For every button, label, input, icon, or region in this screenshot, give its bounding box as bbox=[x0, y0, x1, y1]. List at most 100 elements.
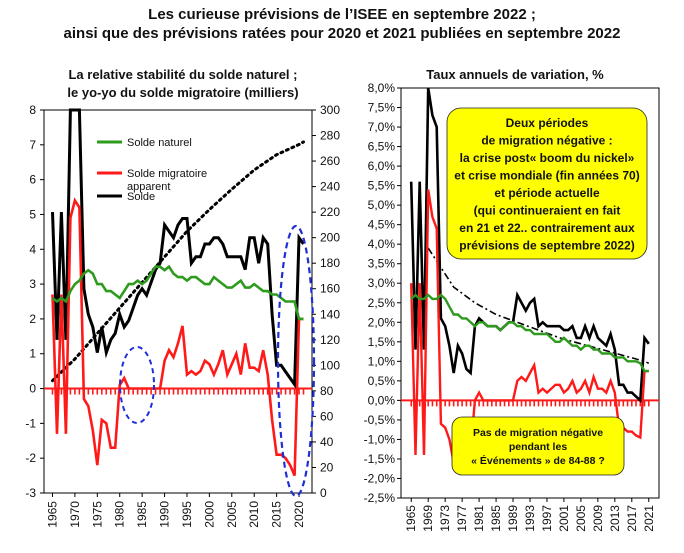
right-y-tick-label: -0,5% bbox=[364, 413, 396, 427]
right-chart: Taux annuels de variation, % -2,5%-2,0%-… bbox=[364, 67, 660, 532]
note-box-bg bbox=[451, 416, 625, 476]
right-y-tick-label: -1,5% bbox=[364, 452, 396, 466]
main-title-line1: Les curieuse prévisions de l’ISEE en sep… bbox=[148, 6, 536, 23]
left-chart-title-line1: La relative stabilité du solde naturel ; bbox=[68, 67, 297, 82]
note-lines: Pas de migration négative pendant les« Év… bbox=[471, 427, 605, 467]
right-x-tick-label: 2021 bbox=[642, 505, 656, 532]
left-x-tick-label: 2000 bbox=[202, 501, 216, 528]
left-yr-tick-label: 200 bbox=[320, 231, 340, 245]
legend-naturel-label: Solde naturel bbox=[127, 137, 192, 149]
annotation-box: Deux périodes de migration négative : la c… bbox=[446, 107, 648, 260]
left-yl-tick-label: 1 bbox=[29, 347, 36, 361]
right-y-tick-label: 3,0% bbox=[368, 276, 396, 290]
right-x-tick-label: 1969 bbox=[421, 505, 435, 532]
note-line: pendant les bbox=[509, 441, 568, 453]
note-box: Pas de migration négative pendant les« Év… bbox=[451, 416, 625, 476]
annotation-line: prévisions de septembre 2022) bbox=[459, 239, 634, 253]
left-x-tick-label: 1980 bbox=[113, 501, 127, 528]
right-y-axis: -2,5% -2,0% -1,5% -1,0% -0,5% 0,0% 0,5% 1,0% 1,5… bbox=[364, 81, 401, 505]
left-yr-tick-label: 100 bbox=[320, 358, 340, 372]
left-x-tick-label: 1975 bbox=[90, 501, 104, 528]
left-yr-tick-label: 140 bbox=[320, 307, 340, 321]
right-x-tick-label: 1993 bbox=[523, 505, 537, 532]
right-series-group bbox=[409, 87, 650, 464]
right-y-tick-label: 7,0% bbox=[368, 120, 396, 134]
right-y-tick-label: 2,0% bbox=[368, 315, 396, 329]
right-chart-title: Taux annuels de variation, % bbox=[426, 67, 604, 82]
left-yl-tick-label: 3 bbox=[29, 277, 36, 291]
left-yr-tick-label: 240 bbox=[320, 180, 340, 194]
left-yl-tick-label: -3 bbox=[25, 486, 36, 500]
left-highlight-ellipse-2020 bbox=[276, 224, 316, 498]
left-yl-tick-label: 4 bbox=[29, 242, 36, 256]
note-line: Pas de migration négative bbox=[473, 427, 603, 439]
annotation-line: la crise post« boom du nickel» bbox=[460, 151, 635, 165]
right-y-tick-label: 4,5% bbox=[368, 218, 396, 232]
right-y-tick-label: 0,0% bbox=[368, 393, 396, 407]
left-x-tick-label: 2005 bbox=[225, 501, 239, 528]
annotation-line: Deux périodes bbox=[506, 116, 589, 130]
right-y-tick-label: 1,0% bbox=[368, 354, 396, 368]
left-x-tick-label: 1965 bbox=[45, 501, 59, 528]
left-highlight-ellipse-1985 bbox=[119, 346, 155, 424]
right-x-axis: 1965 1969 1973 1977 1981 1985 1989 1993 1997 2001… bbox=[404, 498, 656, 532]
main-title-line2: ainsi que des prévisions ratées pour 202… bbox=[63, 25, 621, 42]
left-yr-tick-label: 20 bbox=[320, 460, 334, 474]
left-x-tick-label: 1995 bbox=[180, 501, 194, 528]
left-yr-tick-label: 220 bbox=[320, 205, 340, 219]
right-x-tick-label: 1965 bbox=[404, 505, 418, 532]
right-series-migratoire bbox=[410, 189, 649, 464]
annotation-line: en 21 et 22.. contrairement aux bbox=[459, 221, 635, 235]
right-x-tick-label: 1981 bbox=[472, 505, 486, 532]
right-x-tick-label: 2017 bbox=[625, 505, 639, 532]
left-yl-tick-label: 0 bbox=[29, 382, 36, 396]
right-x-tick-label: 1997 bbox=[540, 505, 554, 532]
legend-migratoire-label-2: apparent bbox=[127, 181, 170, 193]
left-x-tick-label: 2020 bbox=[292, 501, 306, 528]
left-yl-tick-label: 7 bbox=[29, 138, 36, 152]
right-y-tick-label: 6,0% bbox=[368, 159, 396, 173]
annotation-line: de migration négative : bbox=[481, 134, 612, 148]
legend-migratoire-label: Solde migratoire bbox=[127, 168, 207, 180]
left-yr-tick-label: 160 bbox=[320, 282, 340, 296]
left-x-tick-label: 1990 bbox=[158, 501, 172, 528]
left-yr-tick-label: 280 bbox=[320, 129, 340, 143]
annotation-box-bg bbox=[446, 107, 648, 260]
left-x-tick-label: 1970 bbox=[68, 501, 82, 528]
left-yr-tick-label: 60 bbox=[320, 409, 334, 423]
annotation-line: (qui continueraient en fait bbox=[474, 204, 621, 218]
left-yr-tick-label: 40 bbox=[320, 435, 334, 449]
right-series-trend bbox=[427, 247, 650, 365]
left-plot-area bbox=[43, 109, 313, 494]
left-yl-tick-label: 2 bbox=[29, 312, 36, 326]
right-y-tick-label: 7,5% bbox=[368, 101, 396, 115]
annotation-line: et crise mondiale (fin années 70) bbox=[454, 169, 639, 183]
left-yr-tick-label: 80 bbox=[320, 384, 334, 398]
left-y-axis-left: -3 -2 -1 0 1 2 3 4 5 6 7 8 bbox=[25, 103, 44, 500]
left-series-group bbox=[51, 108, 305, 477]
left-x-tick-label: 2015 bbox=[270, 501, 284, 528]
annotation-lines: Deux périodes de migration négative : la c… bbox=[454, 116, 639, 253]
left-yl-tick-label: -1 bbox=[25, 416, 36, 430]
main-title: Les curieuse prévisions de l’ISEE en sep… bbox=[0, 5, 684, 43]
left-yr-tick-label: 260 bbox=[320, 154, 340, 168]
right-x-tick-label: 1977 bbox=[455, 505, 469, 532]
right-x-tick-label: 1985 bbox=[489, 505, 503, 532]
right-y-tick-label: 5,5% bbox=[368, 179, 396, 193]
left-legend: Solde naturel Solde migratoire apparent … bbox=[97, 137, 207, 203]
right-y-tick-label: 0,5% bbox=[368, 374, 396, 388]
right-x-tick-label: 2001 bbox=[557, 505, 571, 532]
right-x-tick-label: 1973 bbox=[438, 505, 452, 532]
left-chart: La relative stabilité du solde naturel ;… bbox=[25, 67, 340, 528]
right-series-solde bbox=[409, 87, 650, 404]
right-y-tick-label: 5,0% bbox=[368, 198, 396, 212]
left-series-solde bbox=[51, 108, 305, 390]
left-y-axis-right: 0 20 40 60 80 100 120 140 160 180 200 220 240 260 280 3… bbox=[312, 103, 340, 500]
right-y-tick-label: 2,5% bbox=[368, 296, 396, 310]
left-x-tick-label: 2010 bbox=[247, 501, 261, 528]
left-chart-title-line2: le yo-yo du solde migratoire (milliers) bbox=[67, 85, 298, 100]
right-x-tick-label: 2013 bbox=[608, 505, 622, 532]
left-x-axis: 1965 1970 1975 1980 1985 1990 1995 2000 2005 2010… bbox=[45, 493, 306, 528]
right-y-tick-label: 4,0% bbox=[368, 237, 396, 251]
